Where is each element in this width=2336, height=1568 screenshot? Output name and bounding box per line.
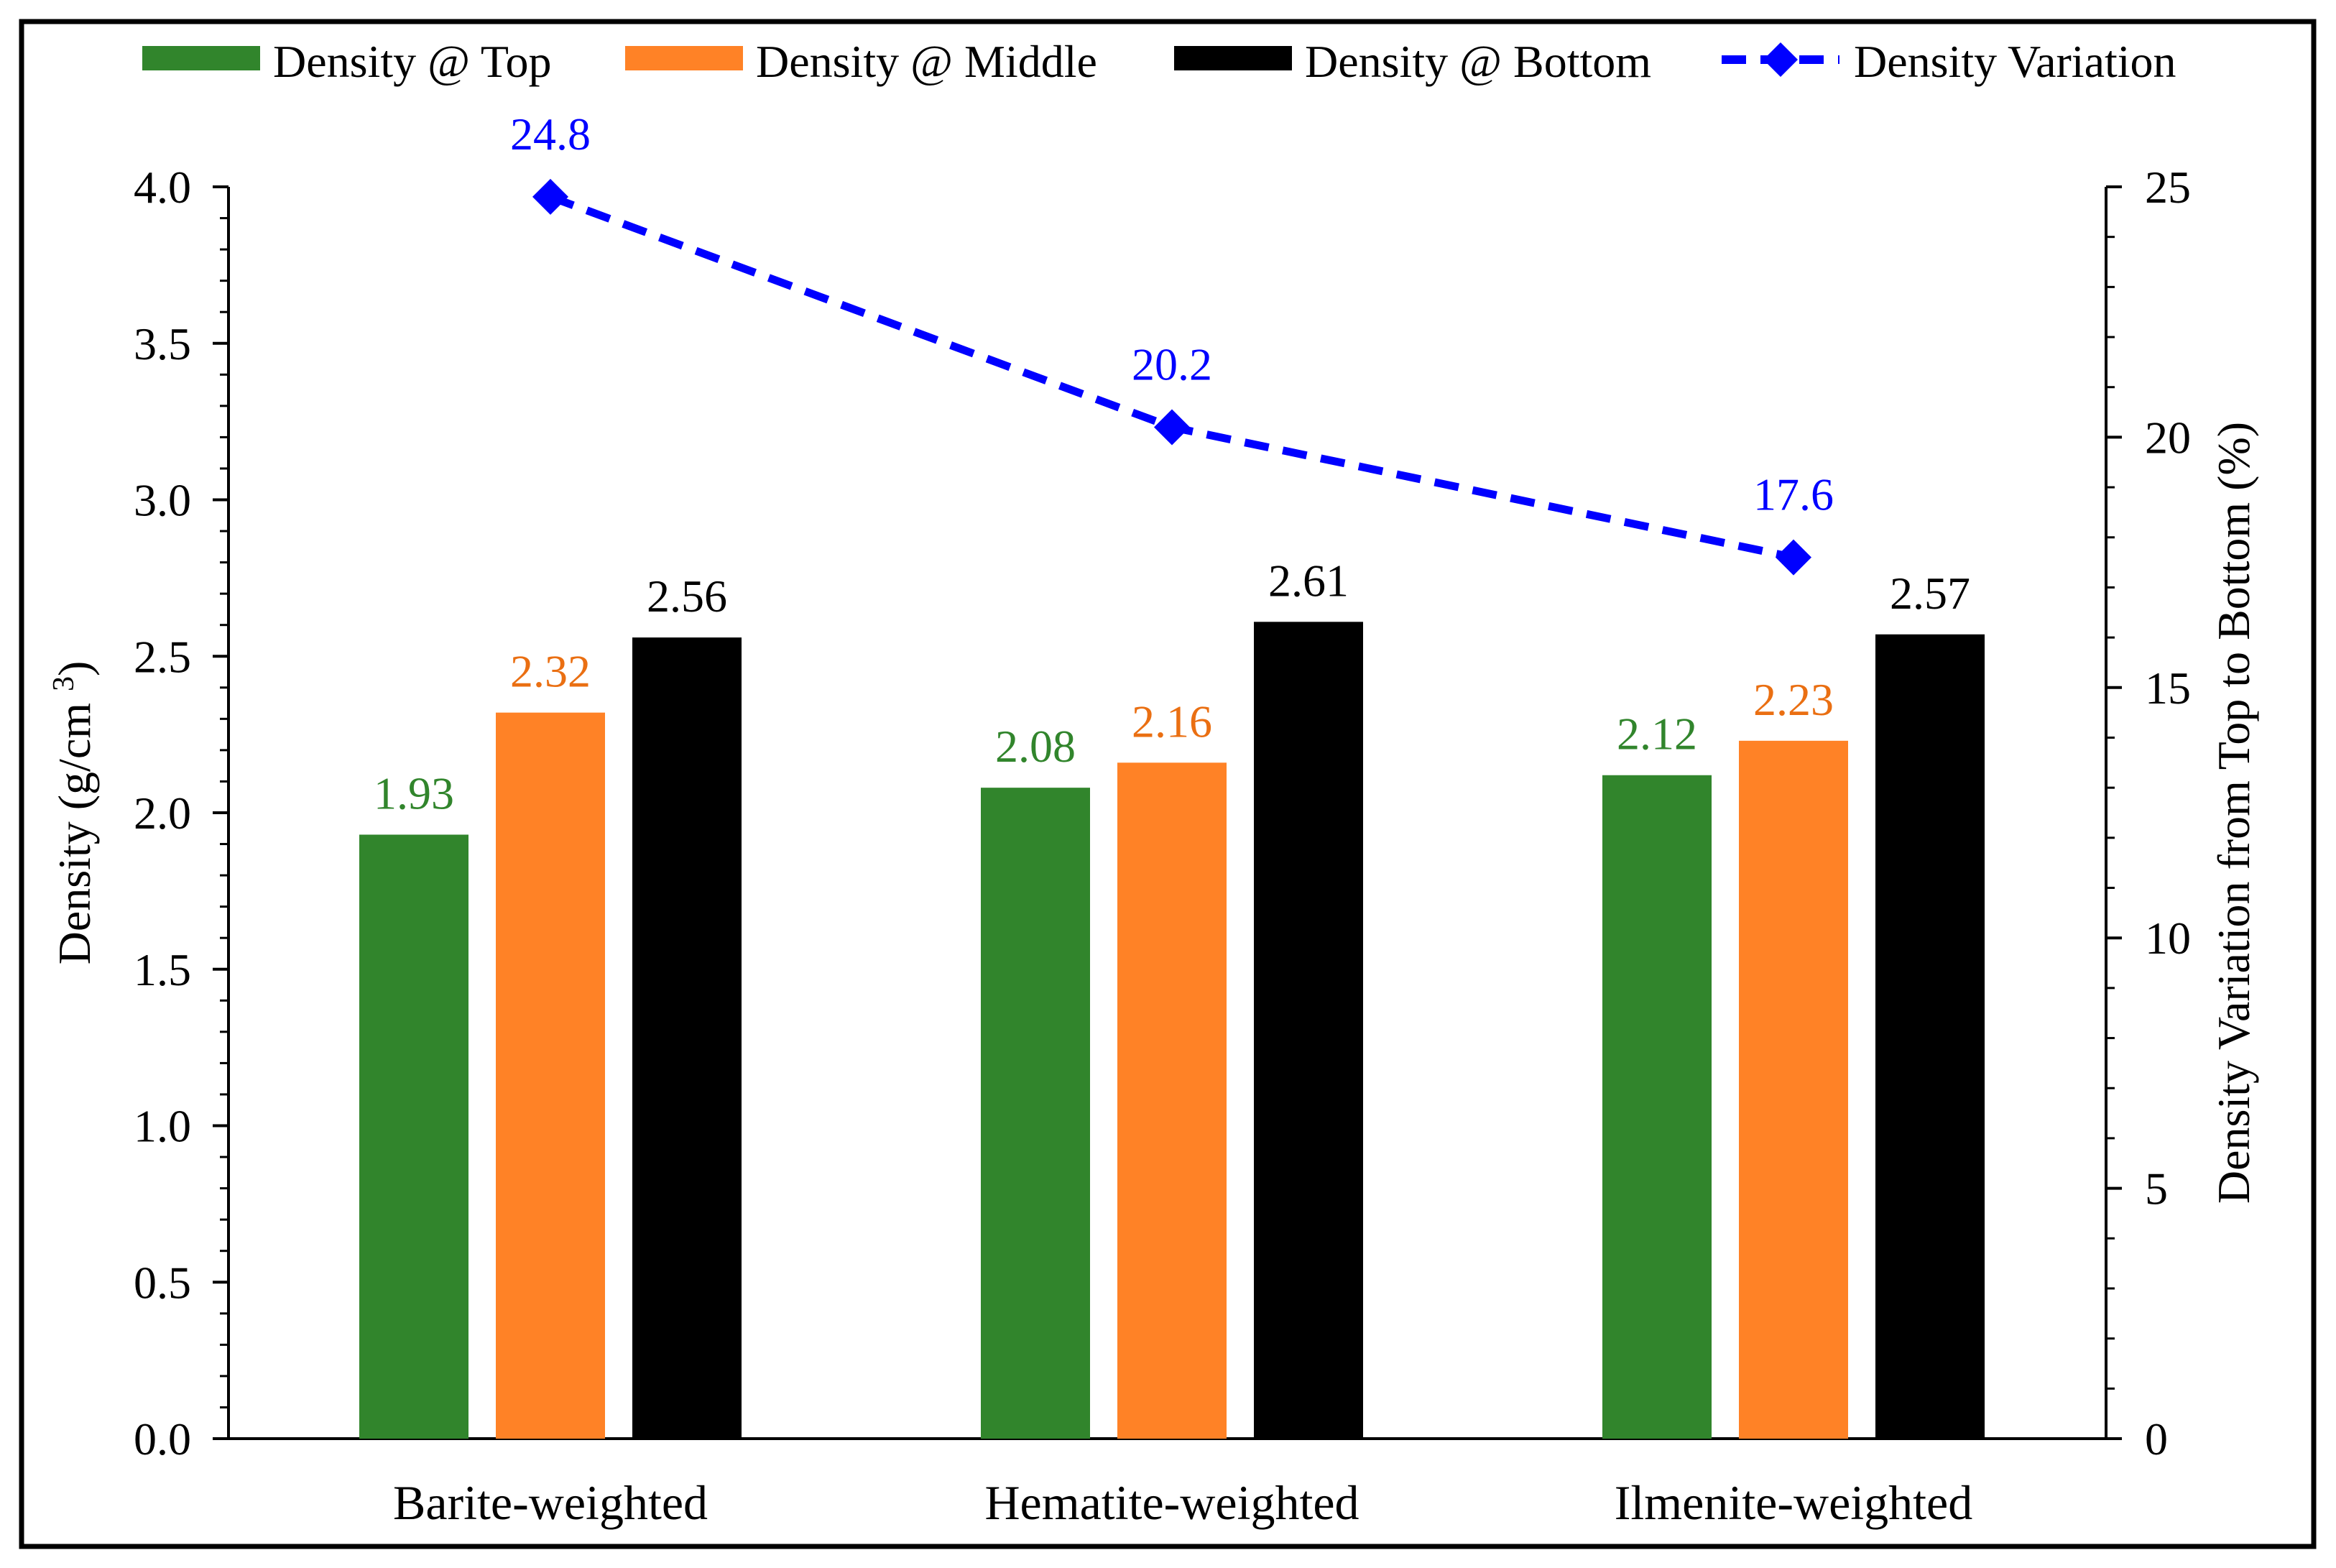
category-labels: Barite-weighted Hematite-weighted Ilmenite… [393,1475,1972,1530]
left-tick-label: 3.5 [134,318,191,369]
left-tick-label: 0.0 [134,1413,191,1465]
left-tick-label: 1.5 [134,944,191,995]
category-label: Hematite-weighted [984,1475,1359,1530]
bar-middle [1117,762,1227,1439]
variation-label: 20.2 [1132,338,1212,389]
legend-label-variation: Density Variation [1854,36,2176,87]
right-tick-label: 25 [2145,162,2191,213]
legend-label-bottom: Density @ Bottom [1305,36,1651,87]
left-tick-label: 0.5 [134,1257,191,1308]
right-tick-label: 10 [2145,913,2191,964]
variation-series [532,178,1811,576]
left-y-ticks: 0.0 0.5 1.0 1.5 2.0 2.5 3.0 3.5 4.0 [134,162,228,1465]
left-axis-title-prefix: Density (g/cm [49,703,100,964]
left-axis-title: Density (g/cm 3) [47,661,100,965]
left-tick-label: 1.0 [134,1101,191,1152]
bar-middle [496,712,605,1439]
legend-label-top: Density @ Top [273,36,552,87]
bar-label-middle: 2.32 [510,646,591,697]
left-axis-title-suffix: ) [49,661,100,676]
bar-label-bottom: 2.57 [1890,568,1970,619]
variation-label: 17.6 [1753,469,1834,520]
bar-label-middle: 2.23 [1753,674,1834,725]
right-tick-label: 0 [2145,1413,2168,1465]
legend-label-middle: Density @ Middle [756,36,1097,87]
data-labels: 1.93 2.08 2.12 2.32 2.16 2.23 2.56 2.61 2.57 24.8… [374,109,1970,819]
bar-label-middle: 2.16 [1132,696,1212,747]
legend: Density @ Top Density @ Middle Density @… [142,36,2176,87]
variation-label: 24.8 [510,109,591,160]
bar-label-bottom: 2.61 [1268,555,1349,606]
left-tick-label: 4.0 [134,162,191,213]
legend-swatch-top [142,46,260,70]
right-y-ticks: 0 5 10 15 20 25 [2106,162,2191,1465]
bar-label-bottom: 2.56 [647,571,727,622]
bar-bottom [1254,622,1363,1439]
bar-bottom [1875,634,1985,1439]
category-label: Barite-weighted [393,1475,708,1530]
left-tick-label: 3.0 [134,475,191,526]
legend-swatch-variation-marker [1763,42,1798,77]
bar-middle [1739,740,1848,1439]
bar-bottom [632,637,742,1439]
variation-marker [1154,409,1190,446]
bar-label-top: 1.93 [374,767,454,818]
category-label: Ilmenite-weighted [1615,1475,1972,1530]
left-tick-label: 2.5 [134,631,191,682]
variation-marker [1776,539,1811,576]
bar-label-top: 2.12 [1617,709,1697,760]
variation-marker [532,178,568,215]
legend-swatch-bottom [1174,46,1292,70]
bar-top [359,834,468,1439]
right-tick-label: 5 [2145,1163,2168,1214]
legend-swatch-middle [625,46,743,70]
left-tick-label: 2.0 [134,788,191,839]
right-tick-label: 20 [2145,412,2191,463]
bars [359,622,1985,1439]
bar-top [1602,775,1712,1439]
bar-top [981,788,1090,1439]
right-axis-title: Density Variation from Top to Bottom (%) [2208,422,2259,1204]
left-axis-title-superscript: 3 [47,676,80,691]
bar-label-top: 2.08 [995,721,1076,772]
right-tick-label: 15 [2145,663,2191,714]
